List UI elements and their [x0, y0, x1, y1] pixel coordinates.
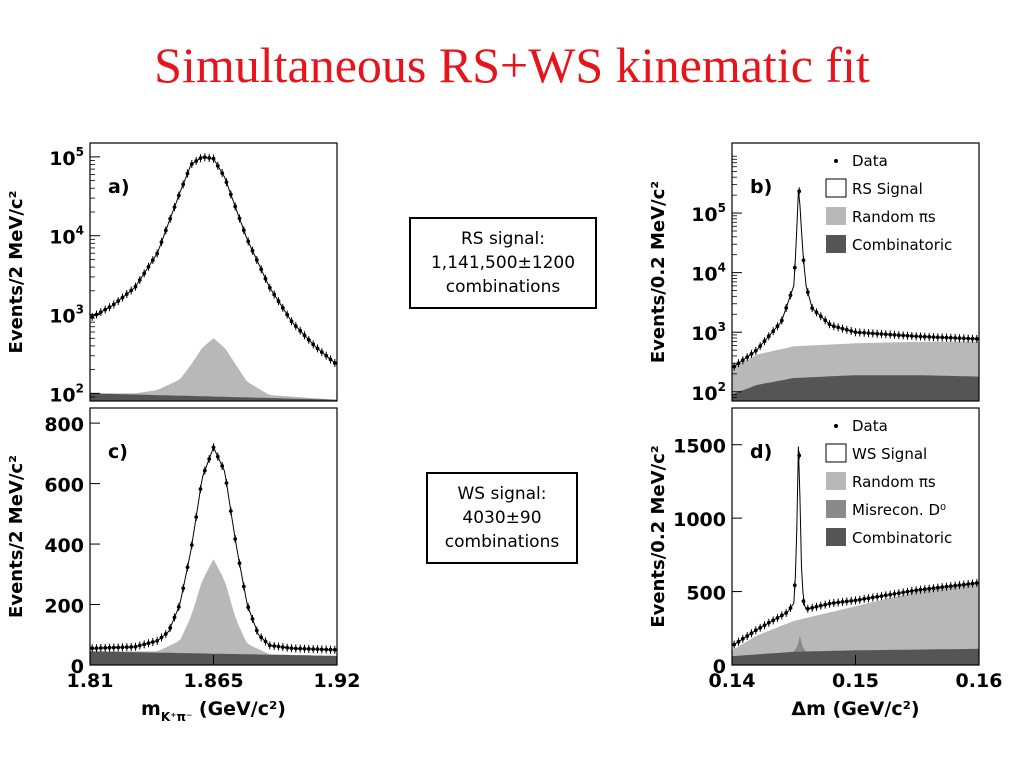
legend-label: Random πs	[852, 208, 936, 226]
y-tick-exponent: 2	[76, 381, 84, 395]
x-axis-title-unit: (GeV/c²)	[192, 698, 286, 720]
ws-signal-unit: combinations	[444, 532, 560, 552]
x-tick-label: 0.15	[832, 670, 879, 692]
x-axis-title-main: m	[141, 698, 161, 720]
panel-d: 0 500 1000 1500 0.14 0.15 0.16 d) Events/0.2 MeV…	[648, 407, 1003, 720]
y-tick-label: 103	[49, 303, 84, 328]
y-tick-label: 102	[691, 380, 726, 405]
area-random_pi	[732, 582, 979, 665]
y-tick-label: 102	[49, 381, 84, 406]
area-combinatoric	[90, 393, 337, 401]
y-tick-exponent: 5	[718, 201, 726, 215]
y-tick-base: 10	[49, 306, 75, 328]
y-tick-label: 104	[691, 261, 726, 286]
y-tick-label: 500	[686, 583, 726, 605]
legend-label: Random πs	[852, 473, 936, 491]
y-tick-exponent: 4	[76, 224, 84, 238]
legend-swatch	[826, 207, 846, 225]
panel-label: b)	[750, 176, 772, 198]
y-tick-exponent: 5	[76, 145, 84, 159]
y-axis-title: Events/0.2 MeV/c²	[648, 445, 669, 627]
y-tick-label: 0	[71, 656, 84, 678]
area-random_pi	[90, 559, 337, 665]
y-tick-base: 10	[49, 384, 75, 406]
y-tick-base: 10	[49, 148, 75, 170]
y-tick-label: 105	[691, 201, 726, 226]
y-axis-title: Events/2 MeV/c²	[6, 191, 27, 354]
legend-marker-data	[834, 424, 838, 428]
ws-signal-label: WS signal:	[457, 484, 547, 504]
y-tick-exponent: 2	[718, 380, 726, 394]
rs-signal-box: RS signal: 1,141,500±1200 combinations	[409, 217, 597, 309]
legend-label: Misrecon. D⁰	[852, 501, 946, 519]
y-tick-exponent: 3	[718, 320, 726, 334]
y-tick-base: 10	[691, 204, 717, 226]
x-axis-title: mK⁺π⁻ (GeV/c²)	[141, 698, 286, 724]
x-tick-label: 1.92	[314, 670, 361, 692]
panel-c: 0 200 400 600 800 1.81 1.865 1.92 c) Events/2 MeV…	[6, 407, 361, 724]
y-tick-base: 10	[691, 264, 717, 286]
legend-label: Combinatoric	[852, 529, 952, 547]
ws-signal-value: 4030±90	[462, 508, 542, 528]
y-tick-label: 0	[713, 656, 726, 678]
x-axis-title: Δm (GeV/c²)	[791, 698, 919, 720]
legend-swatch	[825, 443, 847, 463]
x-axis-title-main: Δm (GeV/c²)	[791, 698, 919, 720]
plot-frame	[731, 142, 980, 402]
y-tick-base: 10	[691, 383, 717, 405]
area-random_pi	[90, 338, 337, 401]
y-tick-label: 103	[691, 320, 726, 345]
y-tick-label: 800	[44, 414, 84, 436]
rs-signal-unit: combinations	[445, 277, 561, 297]
y-tick-label: 600	[44, 475, 84, 497]
legend-label: WS Signal	[852, 445, 927, 463]
x-axis-title-subscript: K⁺π⁻	[161, 710, 192, 724]
legend-swatch	[825, 178, 847, 198]
x-tick-label: 1.865	[183, 670, 243, 692]
legend-swatch	[826, 472, 846, 490]
legend-marker-data	[834, 159, 838, 163]
x-tick-label: 1.81	[67, 670, 114, 692]
y-tick-base: 10	[691, 323, 717, 345]
legend-swatch	[826, 500, 846, 518]
legend-swatch	[826, 528, 846, 546]
legend-swatch	[826, 235, 846, 253]
legend-label: Data	[852, 152, 888, 170]
y-tick-label: 200	[44, 596, 84, 618]
slide-title: Simultaneous RS+WS kinematic fit	[154, 37, 870, 93]
rs-signal-label: RS signal:	[460, 229, 546, 249]
y-tick-base: 10	[49, 227, 75, 249]
legend-label: Combinatoric	[852, 236, 952, 254]
panel-label: c)	[108, 441, 128, 463]
y-tick-label: 1000	[673, 509, 726, 531]
rs-signal-value: 1,141,500±1200	[430, 253, 576, 273]
y-axis-title: Events/0.2 MeV/c²	[648, 181, 669, 363]
x-tick-label: 0.14	[709, 670, 756, 692]
y-tick-exponent: 4	[718, 261, 726, 275]
legend-label: Data	[852, 417, 888, 435]
y-tick-label: 105	[49, 145, 84, 170]
plot-frame	[89, 142, 338, 402]
panel-label: d)	[750, 441, 772, 463]
y-tick-label: 400	[44, 535, 84, 557]
ws-signal-box: WS signal: 4030±90 combinations	[426, 472, 578, 564]
y-tick-exponent: 3	[76, 303, 84, 317]
area-combinatoric	[732, 375, 979, 401]
y-tick-label: 104	[49, 224, 84, 249]
panel-label: a)	[108, 176, 130, 198]
legend-label: RS Signal	[852, 180, 923, 198]
y-tick-label: 1500	[673, 436, 726, 458]
y-axis-title: Events/2 MeV/c²	[6, 455, 27, 618]
x-tick-label: 0.16	[956, 670, 1003, 692]
